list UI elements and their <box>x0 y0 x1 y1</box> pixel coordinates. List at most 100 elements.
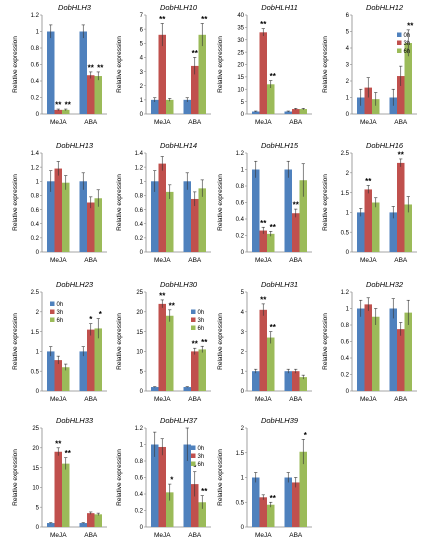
bar <box>357 212 365 252</box>
bar <box>372 99 380 114</box>
chart-panel: DobHLH3 Relative expression 0 0.2 0.4 0.6 0.8 1… <box>12 3 107 126</box>
y-tick-label: 0.6 <box>135 208 144 214</box>
y-tick-label: 0 <box>140 525 144 531</box>
chart-title: DobHLH14 <box>160 141 197 150</box>
legend-label: 0h <box>57 302 64 308</box>
y-tick-label: 1 <box>140 443 144 449</box>
y-tick-label: 7 <box>140 13 144 19</box>
chart-title: DobHLH32 <box>366 280 404 289</box>
y-axis-label: Relative expression <box>217 449 224 506</box>
bar <box>87 202 95 252</box>
y-tick-label: 5 <box>241 290 245 296</box>
y-axis-label: Relative expression <box>12 449 19 506</box>
y-tick-label: 0.5 <box>31 369 40 375</box>
chart-panel: DobHLH39 Relative expression 0 0.5 1 1.5 2 MeJA… <box>217 416 312 539</box>
x-tick-label: ABA <box>289 119 303 126</box>
y-tick-label: 0 <box>36 112 40 118</box>
significance-label: ** <box>260 295 267 304</box>
y-tick-label: 20 <box>136 310 143 316</box>
y-axis-label: Relative expression <box>217 313 224 370</box>
y-tick-label: 1 <box>36 179 40 185</box>
x-tick-label: MeJA <box>360 119 377 126</box>
chart-panel: DobHLH11 Relative expression 0 5 10 15 20 25 30 3… <box>217 3 312 126</box>
y-tick-label: 0.2 <box>135 509 144 515</box>
bar <box>357 308 365 391</box>
bar <box>292 482 300 527</box>
x-tick-label: MeJA <box>154 396 171 403</box>
y-axis-label: Relative expression <box>12 36 19 93</box>
x-tick-label: ABA <box>289 396 303 403</box>
chart-title: DobHLH3 <box>58 3 92 12</box>
y-tick-label: 2 <box>36 310 40 316</box>
bar <box>299 180 307 252</box>
y-tick-label: 0 <box>140 250 144 256</box>
bar <box>151 444 159 527</box>
bar <box>54 168 62 252</box>
chart-title: DobHLH13 <box>56 141 94 150</box>
bar <box>372 202 380 252</box>
chart-title: DobHLH33 <box>56 416 94 425</box>
y-tick-label: 0.5 <box>341 230 350 236</box>
x-tick-label: MeJA <box>154 119 171 126</box>
y-tick-label: 6 <box>140 27 144 33</box>
y-tick-label: 0 <box>346 112 350 118</box>
x-tick-label: ABA <box>84 119 98 126</box>
bar <box>284 371 292 391</box>
bar <box>252 477 260 527</box>
bar <box>397 329 405 391</box>
x-tick-label: MeJA <box>255 396 272 403</box>
bar <box>166 191 174 252</box>
y-tick-label: 0.2 <box>341 373 350 379</box>
bar <box>87 513 95 527</box>
y-tick-label: 0.6 <box>341 340 350 346</box>
chart-panel: DobHLH37 Relative expression 0 0.2 0.4 0.6 0.8… <box>116 416 211 539</box>
x-tick-label: ABA <box>84 396 98 403</box>
chart-title: DobHLH10 <box>160 3 198 12</box>
y-tick-label: 1.5 <box>236 451 245 457</box>
y-tick-label: 20 <box>32 446 39 452</box>
significance-label: ** <box>159 15 166 24</box>
bar <box>166 492 174 527</box>
chart-title: DobHLH37 <box>160 416 198 425</box>
chart-panel: DobHLH13 Relative expression 0 0.2 0.4 0.6 0.8… <box>12 141 107 264</box>
chart-panel: DobHLH14 Relative expression 0 0.2 0.4 0.6 0.8… <box>116 141 211 264</box>
chart-panel: DobHLH16 Relative expression 0 0.5 1 1.5 2 2.5 M… <box>322 141 417 264</box>
y-tick-label: 10 <box>136 350 143 356</box>
legend-swatch <box>397 40 402 45</box>
bar <box>397 76 405 114</box>
y-tick-label: 0.8 <box>135 194 144 200</box>
y-tick-label: 0 <box>140 389 144 395</box>
y-tick-label: 2 <box>346 171 350 177</box>
x-tick-label: ABA <box>394 396 408 403</box>
bar <box>404 204 412 252</box>
bar <box>397 162 405 252</box>
y-axis-label: Relative expression <box>12 313 19 370</box>
y-tick-label: 25 <box>237 50 244 56</box>
bar <box>259 309 267 391</box>
y-tick-label: 2 <box>241 350 245 356</box>
legend-label: 3h <box>404 41 411 47</box>
y-tick-label: 0.2 <box>31 236 40 242</box>
bar <box>54 451 62 527</box>
legend-swatch <box>191 453 196 458</box>
y-tick-label: 0.6 <box>236 201 245 207</box>
chart-title: DobHLH15 <box>261 141 299 150</box>
significance-label: ** <box>192 340 199 349</box>
y-tick-label: 4 <box>140 56 144 62</box>
significance-label: ** <box>169 301 176 310</box>
bar <box>389 308 397 391</box>
y-tick-label: 0.4 <box>31 222 40 228</box>
bar <box>94 76 102 114</box>
bar <box>198 349 206 391</box>
bar <box>47 31 55 114</box>
bar <box>183 99 191 114</box>
bar <box>267 233 275 252</box>
y-tick-label: 0 <box>241 112 245 118</box>
x-tick-label: ABA <box>188 257 202 264</box>
y-tick-label: 15 <box>136 330 143 336</box>
significance-label: * <box>193 463 197 472</box>
bar <box>54 109 62 114</box>
bar <box>267 337 275 391</box>
significance-label: ** <box>159 291 166 300</box>
